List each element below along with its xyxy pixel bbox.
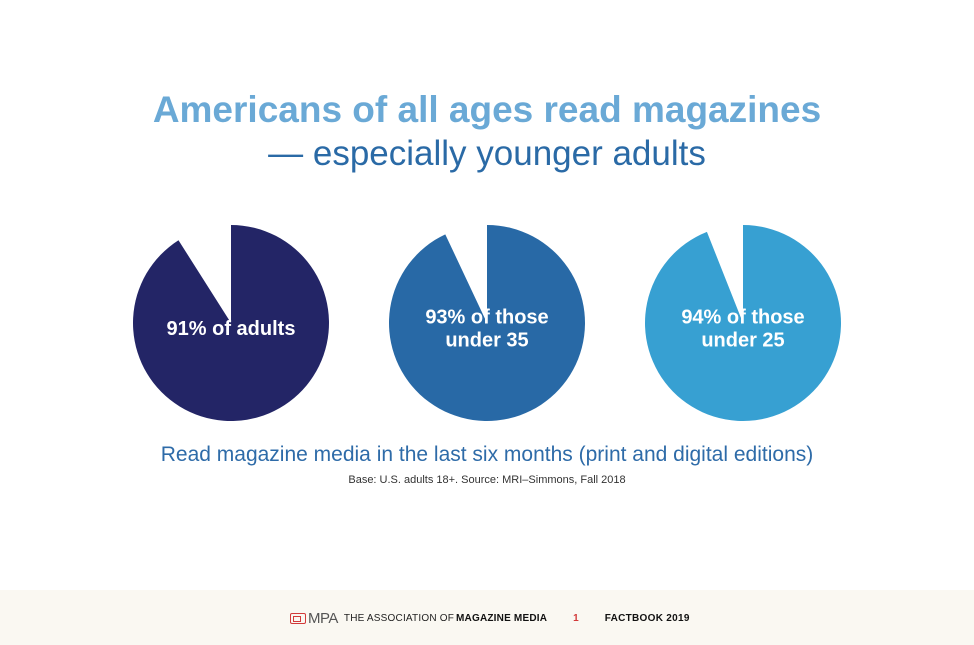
title-line-2: — especially younger adults: [268, 134, 706, 173]
page-number: 1: [573, 612, 579, 624]
factbook-label: FACTBOOK 2019: [604, 612, 690, 624]
association-label: THE ASSOCIATION OF: [343, 612, 455, 624]
chart-caption: Read magazine media in the last six mont…: [160, 443, 814, 466]
pie-slice-1: [133, 225, 330, 421]
pie-label-2-line-1: 93% of those: [425, 307, 548, 329]
pie-label-3-line-1: 94% of those: [681, 307, 804, 329]
mpa-logo-text: MPA: [308, 609, 338, 627]
pie-label-1-line-1: 91% of adults: [167, 318, 296, 340]
pie-slice-3: [644, 225, 841, 421]
mpa-logo-icon: [290, 612, 306, 624]
pie-label-3-line-2: under 25: [701, 330, 784, 352]
pie-slice-2: [388, 225, 586, 421]
source-note: Base: U.S. adults 18+. Source: MRI–Simmo…: [348, 474, 626, 486]
pie-label-2-line-2: under 35: [445, 330, 528, 352]
footer: MPA THE ASSOCIATION OF MAGAZINE MEDIA 1 …: [0, 590, 974, 645]
title-line-1: Americans of all ages read magazines: [152, 89, 822, 130]
association-label-bold: MAGAZINE MEDIA: [456, 612, 548, 624]
page-title: Americans of all ages read magazines — e…: [0, 88, 974, 176]
